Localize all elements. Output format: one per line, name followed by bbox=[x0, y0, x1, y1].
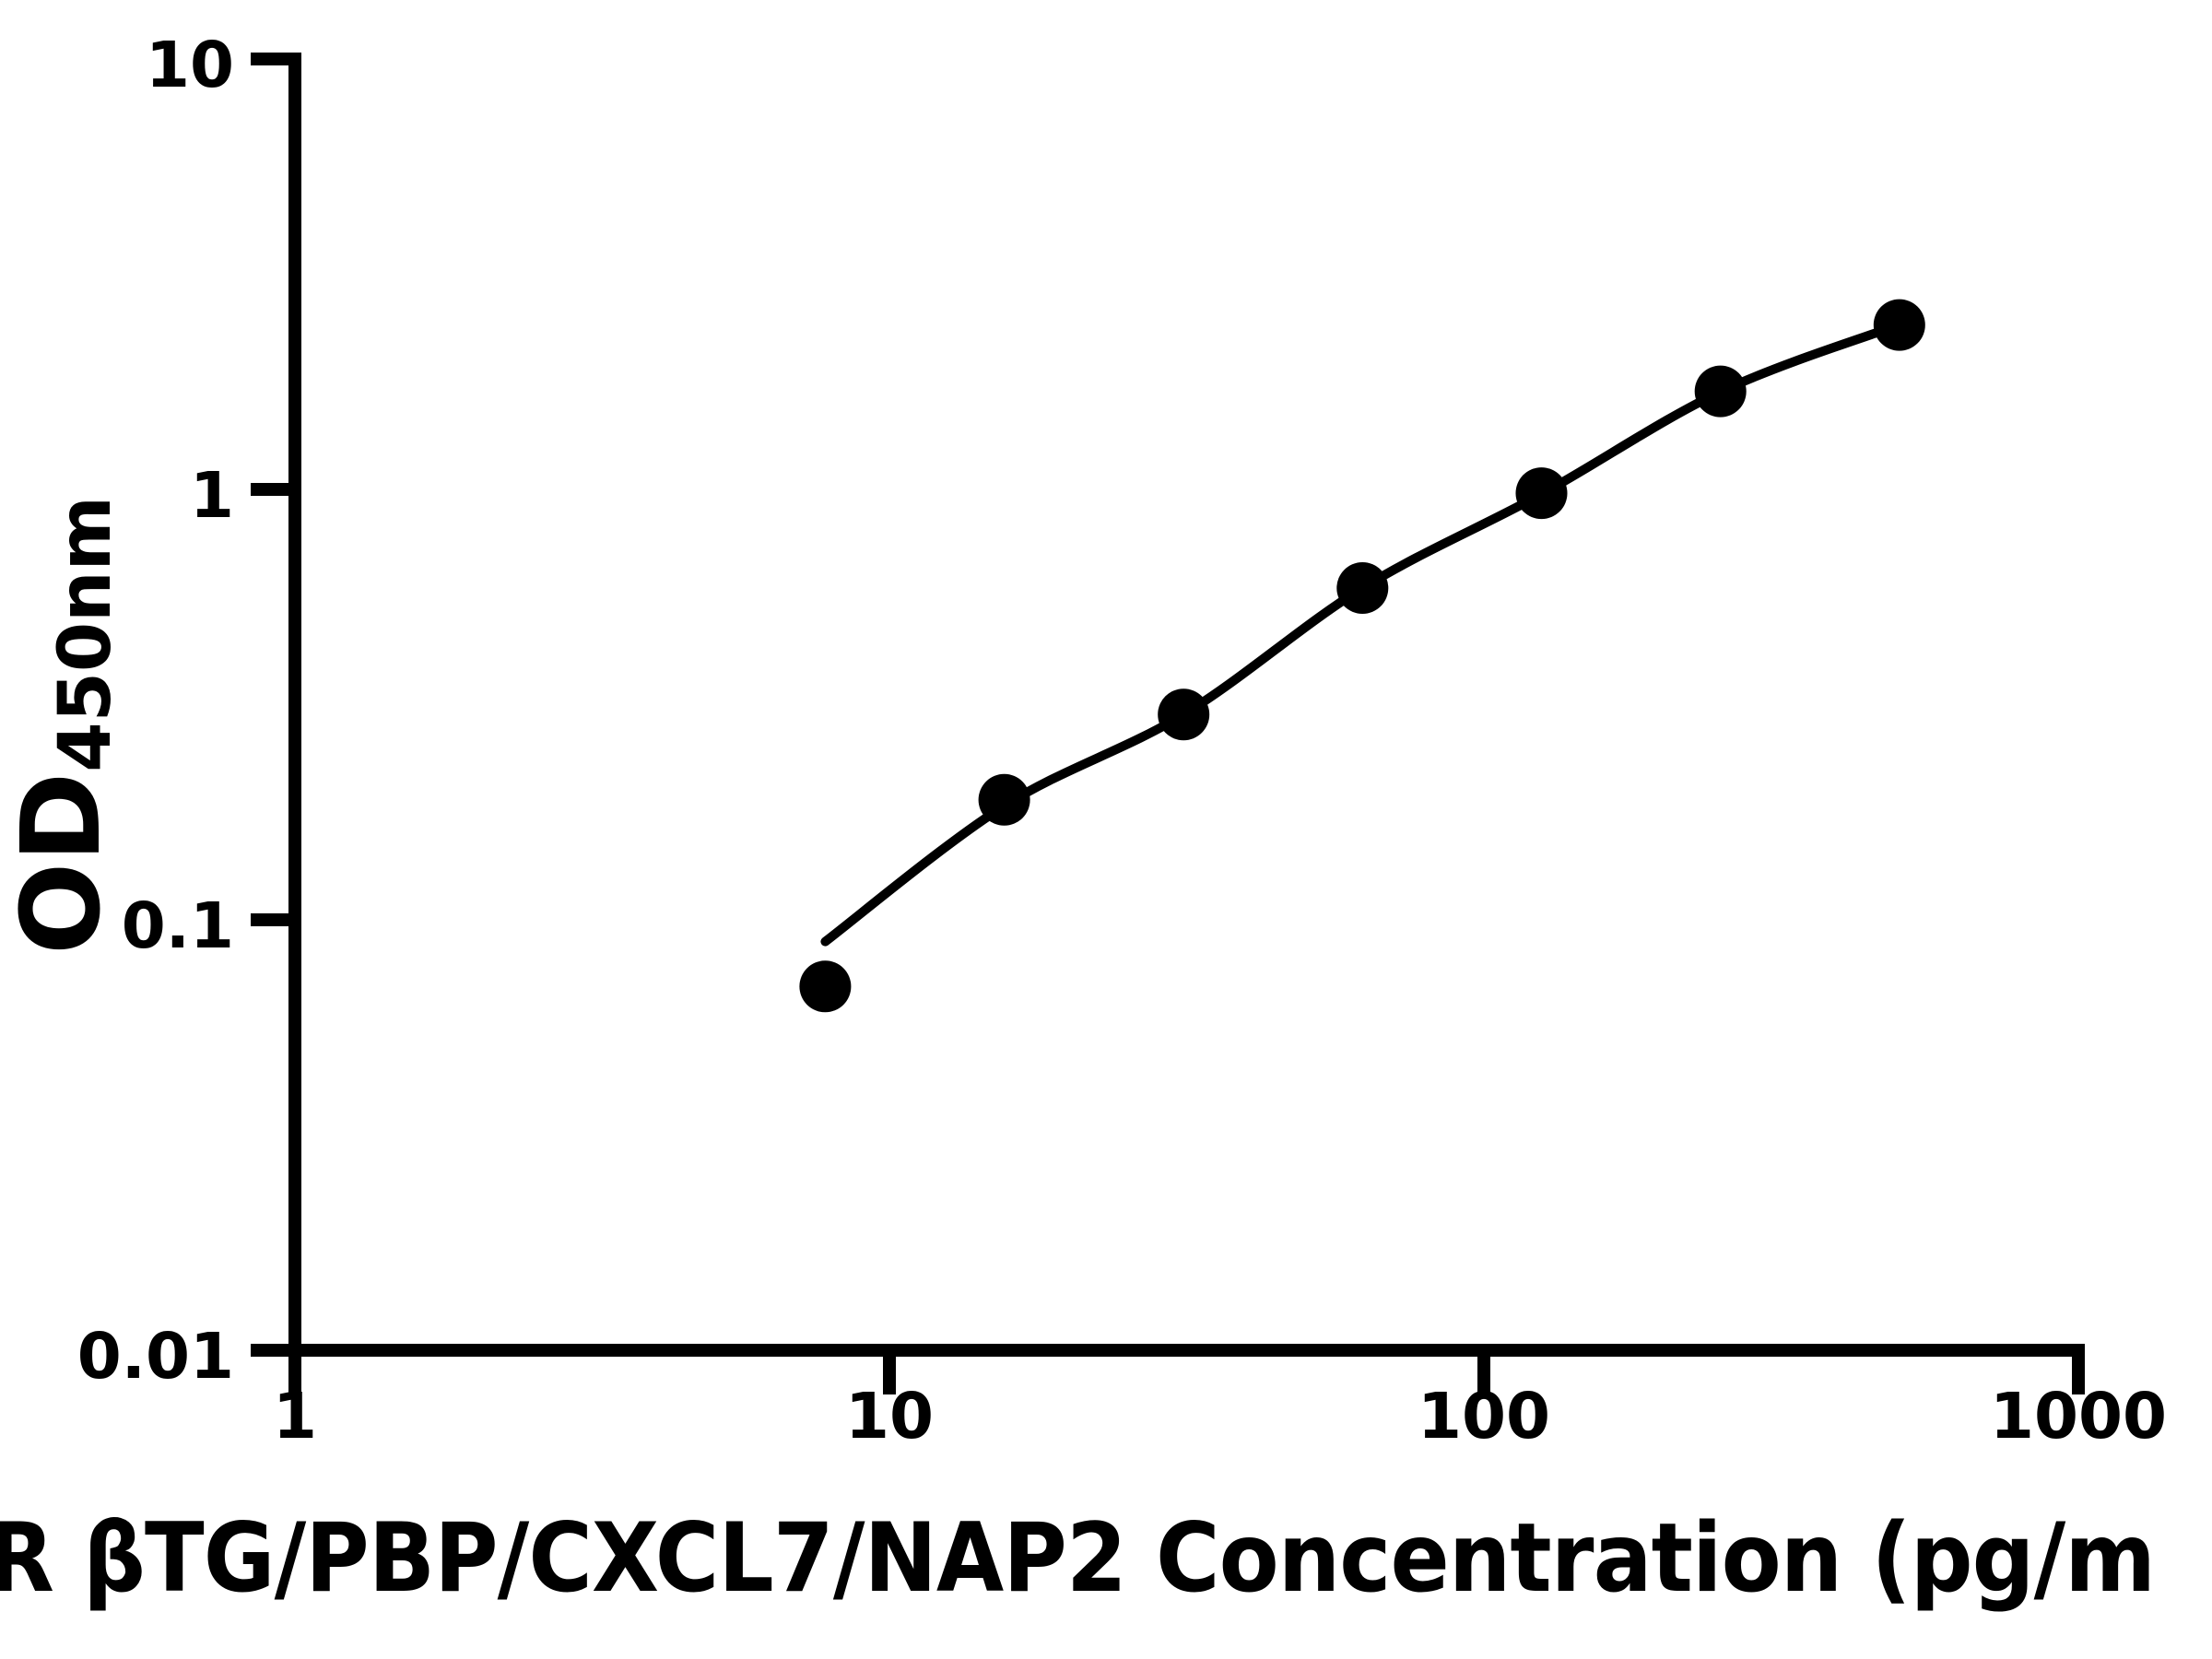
x-tick-label: 10 bbox=[845, 1380, 934, 1453]
data-point-marker bbox=[978, 773, 1030, 826]
y-tick-label: 10 bbox=[146, 29, 234, 102]
x-tick-label: 100 bbox=[1418, 1380, 1550, 1453]
y-tick-label: 1 bbox=[190, 459, 234, 533]
data-point-marker bbox=[799, 960, 852, 1013]
x-tick-label: 1 bbox=[273, 1380, 317, 1453]
x-tick-label: 1000 bbox=[1990, 1380, 2167, 1453]
data-point-marker bbox=[1694, 365, 1747, 418]
data-point-marker bbox=[1515, 467, 1568, 520]
data-point-marker bbox=[1336, 562, 1389, 614]
fit-curve bbox=[820, 320, 1904, 947]
y-axis-title-main: OD bbox=[0, 771, 124, 955]
y-tick-label: 0.01 bbox=[77, 1320, 234, 1394]
y-axis-title-sub: 450nm bbox=[44, 496, 128, 772]
data-point-marker bbox=[1158, 688, 1210, 741]
data-point-marker bbox=[1873, 299, 1925, 351]
y-axis-title: OD 450nm bbox=[0, 449, 128, 1002]
x-axis-title: R βTG/PBP/CXCL7/NAP2 Concentration (pg/m bbox=[0, 1503, 2156, 1614]
y-tick-label: 0.1 bbox=[122, 889, 234, 963]
